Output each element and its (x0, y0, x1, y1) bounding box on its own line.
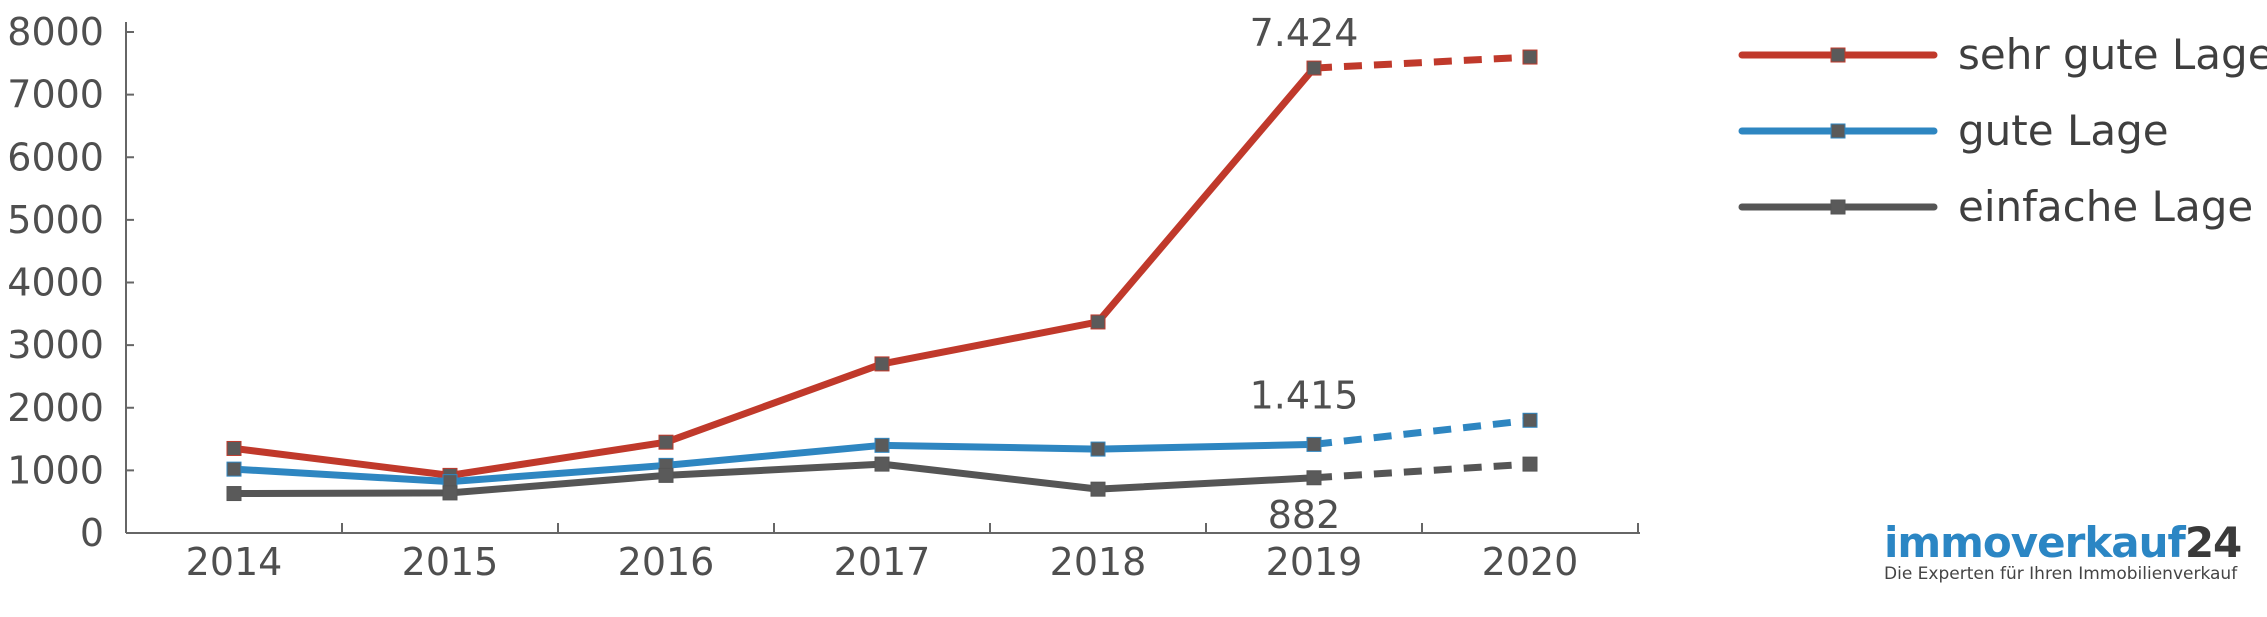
x-tick-label: 2017 (834, 540, 931, 584)
legend-marker (1830, 47, 1846, 63)
series-line-forecast (1313, 460, 1531, 482)
chart-series (226, 49, 1538, 502)
y-tick-label: 0 (80, 511, 104, 555)
brand-tagline: Die Experten für Ihren Immobilienverkauf (1884, 564, 2238, 584)
chart-axes (125, 22, 1640, 534)
x-tick-label: 2015 (402, 540, 499, 584)
series-line (233, 65, 1317, 479)
series-gute-lage (226, 412, 1538, 490)
series-line-forecast (1313, 416, 1531, 448)
data-point (658, 434, 674, 450)
y-tick-label: 8000 (7, 10, 104, 54)
legend-marker (1830, 123, 1846, 139)
legend-marker (1830, 199, 1846, 215)
y-tick-label: 4000 (7, 261, 104, 305)
x-tick-label: 2018 (1050, 540, 1147, 584)
data-point (1090, 481, 1106, 497)
y-tick-label: 3000 (7, 323, 104, 367)
data-point (658, 467, 674, 483)
brand-name: immoverkauf24 (1884, 520, 2264, 566)
data-point (226, 486, 242, 502)
legend-label: sehr gute Lage (1958, 30, 2267, 79)
data-point (1306, 60, 1322, 76)
x-tick-label: 2020 (1482, 540, 1579, 584)
y-tick-label: 7000 (7, 73, 104, 117)
y-tick-label: 5000 (7, 198, 104, 242)
series-sehr-gute-lage (226, 49, 1538, 483)
y-tick-label: 1000 (7, 448, 104, 492)
data-point (226, 440, 242, 456)
data-point (226, 461, 242, 477)
data-label: 882 (1268, 493, 1341, 537)
x-tick-label: 2019 (1266, 540, 1363, 584)
brand-name-part1: immoverkauf (1884, 518, 2186, 567)
data-point (1090, 314, 1106, 330)
brand-logo: immoverkauf24 Die Experten für Ihren Imm… (1884, 520, 2264, 585)
data-label: 7.424 (1250, 11, 1359, 55)
data-point (1306, 436, 1322, 452)
y-tick-label: 2000 (7, 386, 104, 430)
y-axis-ticks: 0 1000 2000 3000 4000 5000 6000 7000 8000 (7, 10, 104, 555)
legend-label: gute Lage (1958, 106, 2169, 155)
series-line (233, 440, 1315, 486)
data-point (1522, 412, 1538, 428)
data-point (1522, 456, 1538, 472)
legend: sehr gute Lage gute Lage einfache Lage (1738, 30, 2267, 231)
x-tick-label: 2016 (618, 540, 715, 584)
data-point (874, 437, 890, 453)
x-axis-ticks: 2014 2015 2016 2017 2018 2019 2020 (186, 540, 1579, 584)
data-point (874, 456, 890, 472)
data-point (874, 356, 890, 372)
y-tick-label: 6000 (7, 135, 104, 179)
legend-label: einfache Lage (1958, 182, 2253, 231)
data-point (442, 485, 458, 501)
x-tick-label: 2014 (186, 540, 283, 584)
data-annotations: 7.424 1.415 882 (1250, 11, 1359, 537)
data-point (1090, 441, 1106, 457)
legend-item: gute Lage (1738, 106, 2169, 155)
legend-item: einfache Lage (1738, 182, 2253, 231)
brand-name-part2: 24 (2184, 518, 2242, 567)
legend-item: sehr gute Lage (1738, 30, 2267, 79)
data-point (1522, 49, 1538, 65)
series-line-forecast (1313, 53, 1531, 72)
series-line (233, 460, 1315, 498)
data-point (1306, 470, 1322, 486)
data-label: 1.415 (1250, 373, 1359, 417)
series-einfache-lage (226, 456, 1538, 502)
